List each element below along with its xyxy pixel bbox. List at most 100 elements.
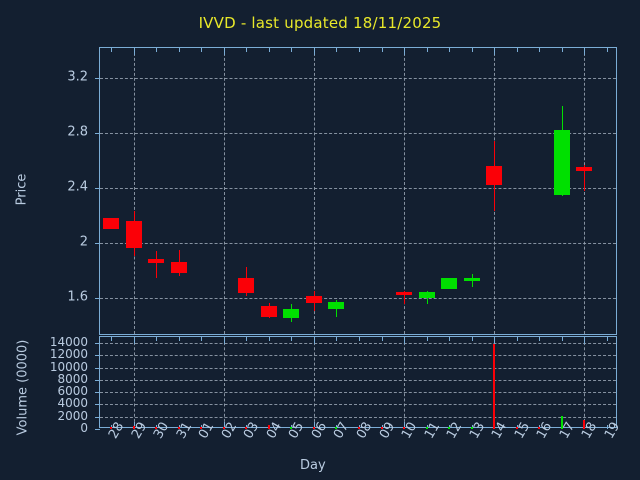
volume-gridline	[100, 404, 616, 406]
volume-tick-mark	[95, 416, 100, 418]
price-top-tick	[133, 48, 135, 55]
volume-bar	[290, 426, 293, 429]
candle-body	[125, 220, 142, 249]
volume-top-tick	[516, 337, 518, 341]
candle-body	[486, 165, 503, 186]
candle-body	[576, 167, 593, 172]
price-top-tick	[404, 48, 406, 55]
volume-bottom-tick	[313, 422, 315, 429]
price-gridline	[100, 187, 616, 189]
price-top-tick	[156, 48, 158, 52]
volume-gridline	[100, 392, 616, 394]
volume-gridline	[100, 367, 616, 369]
volume-bar	[110, 427, 113, 429]
volume-tick-label: 10000	[49, 359, 88, 374]
volume-top-tick	[471, 337, 473, 341]
price-gridline	[100, 242, 616, 244]
price-top-tick	[449, 48, 451, 52]
volume-top-tick	[404, 337, 406, 344]
volume-top-tick	[223, 337, 225, 344]
chart-title: IVVD - last updated 18/11/2025	[198, 14, 442, 32]
price-gridline	[100, 133, 616, 135]
volume-top-tick	[133, 337, 135, 344]
candle-body	[328, 301, 345, 309]
price-top-tick	[539, 48, 541, 52]
volume-bar	[515, 427, 518, 429]
volume-bar	[358, 427, 360, 429]
volume-bar	[312, 427, 315, 429]
candle-body	[418, 292, 435, 298]
candle-body	[103, 218, 120, 230]
price-top-tick	[516, 48, 518, 52]
price-gridline-vertical	[133, 48, 135, 334]
volume-bar	[177, 426, 180, 429]
volume-tick-label: 8000	[57, 371, 88, 386]
price-top-tick	[313, 48, 315, 55]
volume-top-tick	[246, 337, 248, 341]
volume-plot-area	[95, 336, 617, 430]
volume-top-tick	[291, 337, 293, 341]
price-tick-label: 1.6	[67, 289, 88, 305]
price-gridline	[100, 297, 616, 299]
volume-bar	[560, 416, 563, 429]
volume-top-tick	[111, 337, 113, 341]
volume-bar	[222, 427, 225, 429]
price-top-tick	[268, 48, 270, 52]
price-tick-label: 2.4	[67, 179, 88, 195]
volume-gridline-vertical	[584, 337, 586, 427]
price-top-tick	[381, 48, 383, 52]
price-top-tick	[471, 48, 473, 52]
volume-tick-label: 0	[80, 421, 88, 435]
volume-top-tick	[426, 337, 428, 341]
candle-body	[441, 278, 458, 290]
candle-body	[148, 259, 165, 264]
price-top-tick	[494, 48, 496, 55]
price-top-tick	[111, 48, 113, 52]
price-tick-mark	[95, 297, 100, 299]
price-tick-label: 3.2	[67, 69, 88, 85]
candle-wick	[336, 300, 338, 317]
volume-top-tick	[494, 337, 496, 344]
price-top-tick	[606, 48, 608, 52]
volume-bar	[335, 427, 338, 429]
volume-bottom-tick	[223, 422, 225, 429]
volume-top-tick	[449, 337, 451, 341]
price-gridline-vertical	[584, 48, 586, 334]
volume-bar	[200, 427, 203, 429]
price-tick-mark	[95, 187, 100, 189]
price-axis-label: Price	[14, 173, 30, 206]
volume-bottom-tick	[606, 425, 608, 429]
price-top-tick	[336, 48, 338, 52]
price-top-tick	[359, 48, 360, 52]
volume-top-tick	[584, 337, 586, 344]
volume-bar	[267, 425, 270, 429]
price-tick-mark	[95, 133, 100, 135]
price-tick-label: 2	[79, 234, 88, 250]
price-top-tick	[291, 48, 293, 52]
price-top-tick	[426, 48, 428, 52]
volume-top-tick	[561, 337, 563, 341]
volume-gridline-vertical	[404, 337, 406, 427]
volume-top-tick	[336, 337, 338, 341]
candle-wick	[404, 290, 406, 305]
candle-wick	[156, 250, 158, 279]
volume-tick-label: 14000	[49, 335, 88, 350]
price-top-tick	[584, 48, 586, 55]
price-top-tick	[223, 48, 225, 55]
volume-top-tick	[539, 337, 541, 341]
volume-top-tick	[156, 337, 158, 341]
volume-bottom-tick	[133, 422, 135, 429]
price-top-tick	[201, 48, 203, 52]
volume-top-tick	[268, 337, 270, 341]
volume-bar	[403, 427, 406, 429]
volume-bar	[132, 426, 135, 429]
candle-body	[553, 130, 570, 195]
volume-top-tick	[201, 337, 203, 341]
volume-top-tick	[313, 337, 315, 344]
volume-bar	[470, 427, 473, 429]
price-gridline-vertical	[313, 48, 315, 334]
price-tick-mark	[95, 78, 100, 80]
candle-wick	[584, 164, 586, 191]
price-gridline	[100, 78, 616, 80]
